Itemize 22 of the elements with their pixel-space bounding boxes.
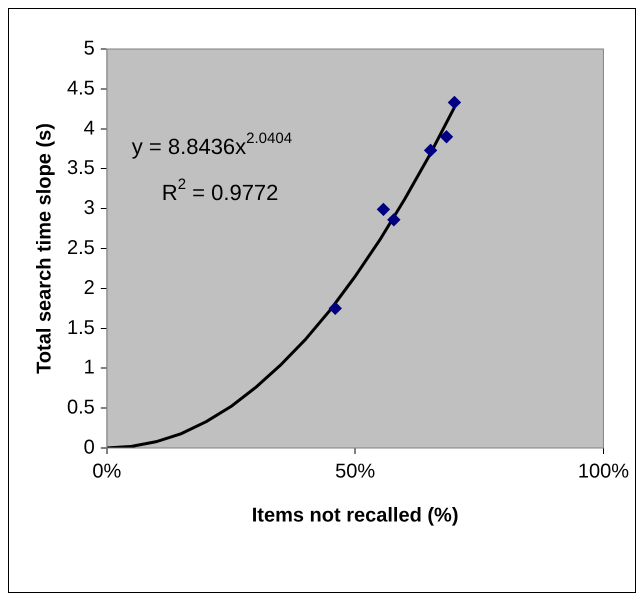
point (424, 144, 438, 157)
y-tick-label: 1 (84, 356, 95, 379)
point (440, 130, 453, 144)
y-axis-title: Total search time slope (s) (34, 123, 56, 374)
y-tick-label: 2.5 (66, 237, 95, 260)
y-tick-label: 3.5 (66, 157, 95, 180)
point (328, 302, 342, 315)
y-tick-label: 0 (84, 436, 95, 459)
x-tick-label: 50% (335, 460, 376, 483)
point (448, 96, 461, 109)
y-tick-label: 4 (84, 117, 95, 140)
point (376, 202, 390, 216)
x-tick-label: 100% (578, 460, 630, 483)
y-tick-label: 3 (84, 197, 95, 220)
y-tick-label: 0.5 (66, 396, 95, 419)
point (387, 213, 400, 226)
y-tick-label: 2 (84, 276, 95, 299)
y-tick-label: 5 (84, 38, 95, 60)
x-tick-label: 0% (92, 460, 122, 483)
x-axis-title: Items not recalled (%) (252, 504, 458, 527)
y-tick-label: 1.5 (66, 316, 95, 339)
y-tick-label: 4.5 (66, 77, 95, 100)
